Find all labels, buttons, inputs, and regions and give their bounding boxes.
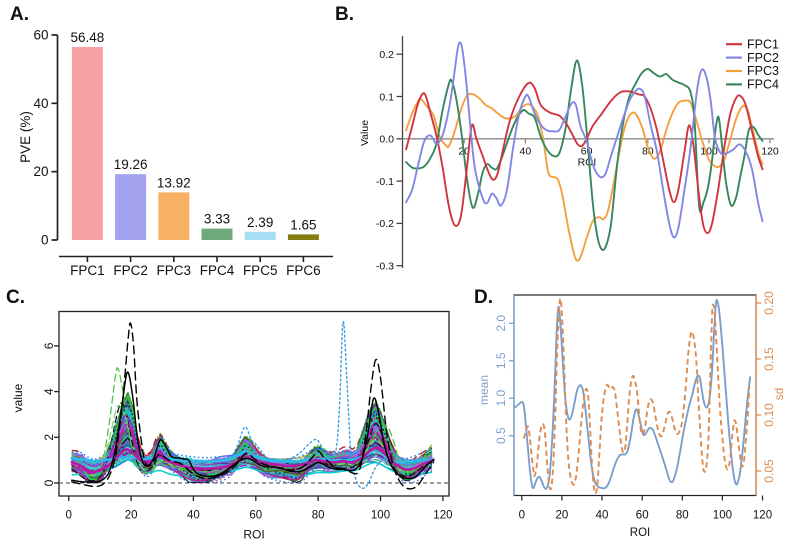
svg-text:100: 100 bbox=[700, 145, 718, 157]
svg-text:1.0: 1.0 bbox=[494, 390, 508, 407]
svg-text:20: 20 bbox=[556, 510, 569, 522]
svg-text:-0.1: -0.1 bbox=[376, 176, 394, 188]
svg-text:FPC2: FPC2 bbox=[747, 51, 779, 65]
svg-text:60: 60 bbox=[636, 510, 649, 522]
svg-text:FPC6: FPC6 bbox=[286, 263, 321, 278]
svg-text:2.39: 2.39 bbox=[247, 215, 273, 230]
svg-text:40: 40 bbox=[520, 145, 532, 157]
svg-text:FPC4: FPC4 bbox=[747, 78, 779, 92]
svg-text:-0.2: -0.2 bbox=[376, 218, 394, 230]
svg-text:PVE (%): PVE (%) bbox=[18, 111, 33, 163]
svg-text:40: 40 bbox=[596, 510, 609, 522]
svg-text:FPC4: FPC4 bbox=[200, 263, 235, 278]
svg-text:2: 2 bbox=[42, 434, 56, 441]
svg-text:-0.3: -0.3 bbox=[376, 261, 394, 273]
svg-text:80: 80 bbox=[676, 510, 689, 522]
svg-text:ROI: ROI bbox=[243, 528, 264, 541]
svg-text:80: 80 bbox=[312, 510, 325, 522]
svg-text:FPC2: FPC2 bbox=[113, 263, 148, 278]
svg-text:1.65: 1.65 bbox=[290, 217, 316, 232]
svg-text:FPC3: FPC3 bbox=[747, 64, 779, 78]
svg-text:2.0: 2.0 bbox=[494, 315, 508, 332]
svg-text:mean: mean bbox=[477, 375, 491, 405]
svg-text:80: 80 bbox=[642, 145, 654, 157]
svg-text:56.48: 56.48 bbox=[71, 30, 105, 45]
svg-text:20: 20 bbox=[125, 510, 138, 522]
svg-text:19.26: 19.26 bbox=[114, 157, 148, 172]
svg-text:120: 120 bbox=[433, 510, 452, 522]
svg-text:20: 20 bbox=[33, 164, 48, 179]
svg-text:60: 60 bbox=[581, 145, 593, 157]
svg-text:40: 40 bbox=[33, 96, 48, 111]
svg-text:100: 100 bbox=[371, 510, 390, 522]
svg-text:13.92: 13.92 bbox=[157, 175, 191, 190]
svg-text:1.5: 1.5 bbox=[494, 352, 508, 369]
svg-text:3.33: 3.33 bbox=[204, 212, 230, 227]
svg-text:120: 120 bbox=[753, 510, 772, 522]
svg-text:120: 120 bbox=[761, 145, 779, 157]
svg-text:D.: D. bbox=[474, 287, 493, 308]
svg-text:FPC1: FPC1 bbox=[70, 263, 105, 278]
svg-text:0: 0 bbox=[519, 510, 525, 522]
svg-text:0: 0 bbox=[65, 510, 71, 522]
svg-text:100: 100 bbox=[713, 510, 732, 522]
svg-text:0.20: 0.20 bbox=[762, 291, 776, 315]
svg-text:FPC3: FPC3 bbox=[157, 263, 192, 278]
svg-text:0.0: 0.0 bbox=[379, 134, 394, 146]
svg-text:B.: B. bbox=[335, 4, 354, 25]
svg-text:0.10: 0.10 bbox=[762, 403, 776, 427]
svg-text:ROI: ROI bbox=[630, 527, 650, 539]
svg-text:0.2: 0.2 bbox=[379, 49, 394, 61]
svg-text:FPC5: FPC5 bbox=[243, 263, 278, 278]
svg-text:C.: C. bbox=[6, 287, 25, 308]
svg-text:40: 40 bbox=[187, 510, 200, 522]
svg-text:60: 60 bbox=[249, 510, 262, 522]
svg-text:0.1: 0.1 bbox=[379, 91, 394, 103]
svg-text:sd: sd bbox=[772, 388, 786, 401]
svg-text:0.15: 0.15 bbox=[762, 347, 776, 371]
svg-text:0.5: 0.5 bbox=[494, 427, 508, 444]
svg-text:4: 4 bbox=[42, 388, 56, 395]
svg-text:FPC1: FPC1 bbox=[747, 37, 779, 51]
svg-text:A.: A. bbox=[10, 4, 29, 25]
svg-text:60: 60 bbox=[33, 27, 48, 42]
svg-text:value: value bbox=[11, 383, 25, 412]
svg-text:6: 6 bbox=[42, 342, 56, 349]
svg-text:Value: Value bbox=[359, 120, 371, 146]
svg-text:0: 0 bbox=[42, 479, 56, 486]
svg-text:0.05: 0.05 bbox=[762, 459, 776, 483]
svg-text:0: 0 bbox=[41, 233, 49, 248]
